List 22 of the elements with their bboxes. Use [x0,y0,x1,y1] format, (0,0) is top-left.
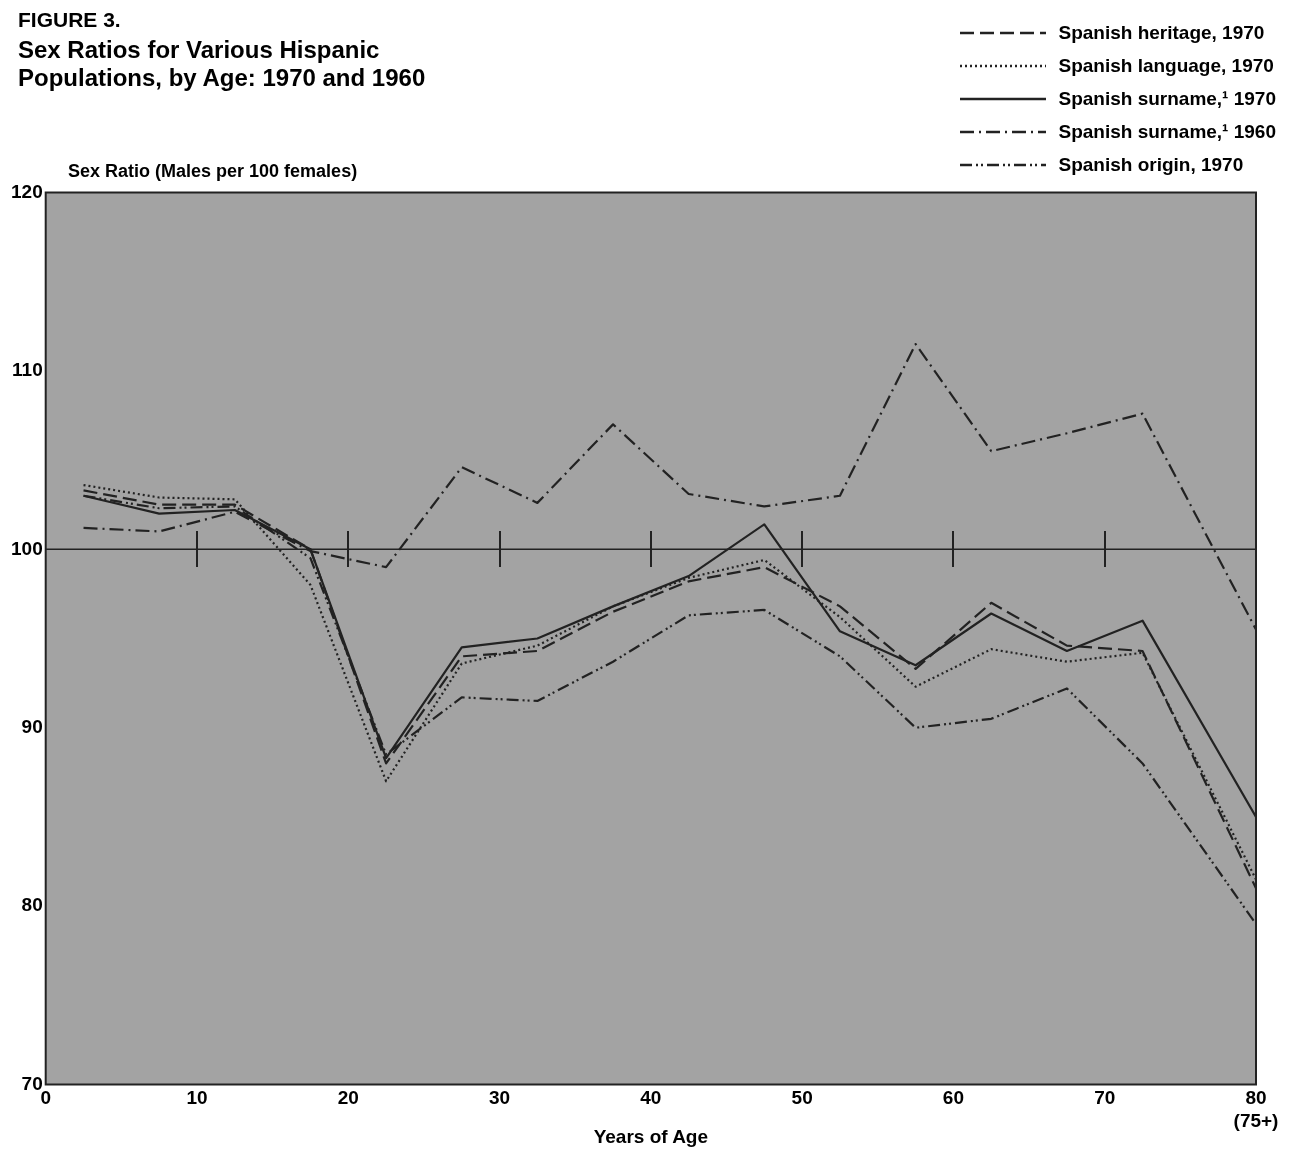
y-axis-title: Sex Ratio (Males per 100 females) [68,161,358,182]
legend-label: Spanish surname,¹ 1960 [1058,120,1276,143]
x-axis-title: Years of Age [593,1125,709,1147]
legend-label: Spanish origin, 1970 [1058,153,1244,176]
x-tick-label: 20 [337,1087,359,1109]
x-tick-label: 60 [942,1087,964,1109]
y-tick-label: 120 [11,180,43,202]
legend-label: Spanish surname,¹ 1970 [1058,87,1276,110]
y-tick-label: 110 [12,359,43,381]
legend-label: Spanish heritage, 1970 [1058,21,1265,44]
chart-subtitle: FIGURE 3. [18,8,122,32]
x-tick-label: 70 [1094,1087,1116,1109]
chart-title: Sex Ratios for Various Hispanic Populations, by Age: 1970 and 1960 [18,36,427,92]
x-tick-label: 40 [640,1087,662,1109]
x-tick-label: 50 [791,1087,813,1109]
x-tick-label: 30 [488,1087,511,1109]
y-tick-label: 80 [21,894,43,916]
legend-label: Spanish language, 1970 [1058,54,1274,77]
x-tick-label: 80 (75+) [1233,1087,1279,1132]
y-tick-label: 90 [21,715,43,737]
y-tick-label: 100 [11,537,43,559]
x-tick-label: 10 [186,1087,208,1109]
